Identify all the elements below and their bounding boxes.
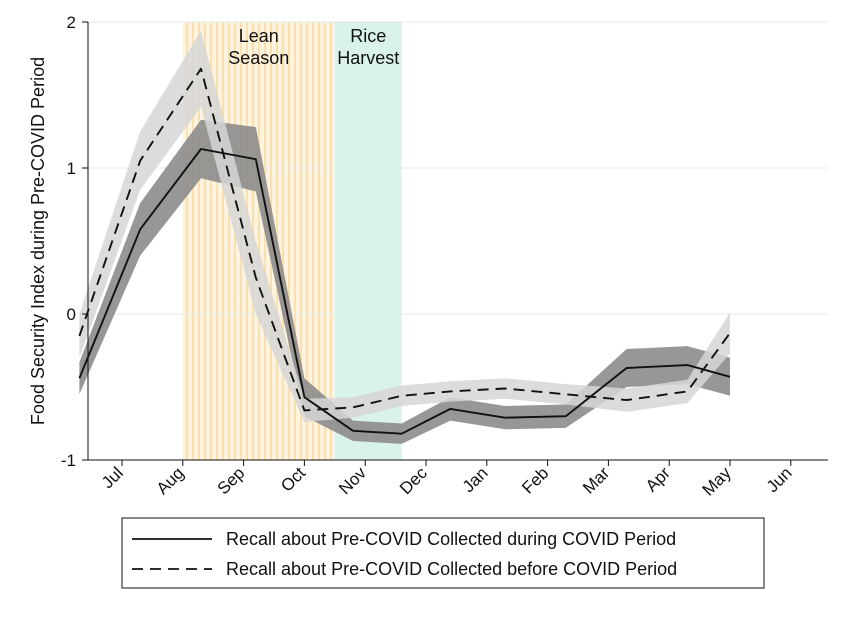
legend: Recall about Pre-COVID Collected during … [121, 517, 765, 589]
confidence-bands [79, 30, 730, 444]
x-tick-label-10: May [699, 463, 735, 499]
y-tick-label-0: -1 [61, 451, 76, 470]
shaded-period-label-0-1: Season [228, 48, 289, 68]
x-tick-label-9: Apr [642, 463, 674, 495]
legend-label-before-covid: Recall about Pre-COVID Collected before … [226, 559, 677, 579]
x-tick-label-2: Sep [214, 463, 249, 498]
shaded-period-1 [334, 22, 402, 460]
y-tick-label-1: 0 [67, 305, 76, 324]
series-line-0 [78, 148, 731, 435]
shaded-period-label-0-0: Lean [239, 26, 279, 46]
x-tick-label-0: Jul [98, 463, 127, 492]
x-tick-label-11: Jun [763, 463, 796, 496]
x-tick-label-8: Mar [579, 463, 613, 497]
axes [87, 22, 828, 461]
x-tick-label-6: Jan [459, 463, 492, 496]
x-tick-label-1: Aug [153, 463, 188, 498]
shaded-period-label-1-1: Harvest [337, 48, 399, 68]
x-tick-label-5: Dec [396, 463, 431, 498]
x-tick-label-3: Oct [277, 463, 309, 495]
x-tick-label-4: Nov [335, 463, 370, 498]
shaded-period-label-1-0: Rice [350, 26, 386, 46]
series-line-1 [78, 67, 731, 412]
y-tick-label-3: 2 [67, 13, 76, 32]
y-axis-title: Food Security Index during Pre-COVID Per… [28, 57, 48, 425]
legend-label-during-covid: Recall about Pre-COVID Collected during … [226, 529, 676, 549]
y-tick-label-2: 1 [67, 159, 76, 178]
x-tick-label-7: Feb [518, 463, 552, 497]
series-lines [78, 67, 731, 435]
legend-box [121, 517, 765, 589]
